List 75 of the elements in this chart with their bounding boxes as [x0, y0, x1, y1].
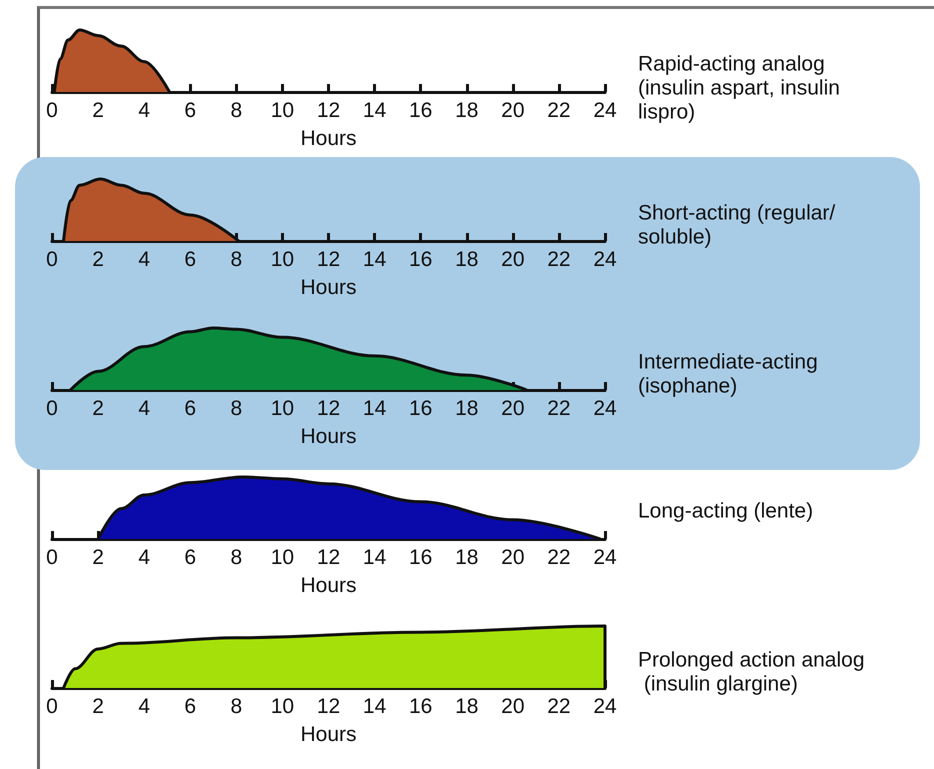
x-tick-label: 18	[455, 248, 478, 271]
text: Short-acting (regular/soluble)	[638, 202, 836, 248]
x-tick-label: 4	[138, 397, 150, 420]
x-axis-title: Hours	[300, 127, 357, 150]
x-tick-label: 2	[92, 99, 104, 122]
x-tick-label: 22	[547, 546, 571, 569]
x-tick-label: 2	[92, 695, 104, 718]
x-tick-label: 0	[46, 99, 58, 122]
x-tick-label: 2	[92, 546, 104, 569]
x-tick-label: 6	[184, 99, 196, 122]
x-tick-label: 8	[230, 248, 242, 271]
x-tick-label: 2	[92, 248, 104, 271]
x-tick-label: 14	[362, 248, 387, 271]
x-tick-label: 20	[501, 248, 525, 271]
x-tick-label: 14	[362, 397, 387, 420]
text: Prolonged action analog (insulin glargine)	[638, 648, 865, 696]
x-tick-label: 20	[501, 397, 525, 420]
x-tick-label: 14	[362, 695, 387, 718]
x-tick-label: 12	[316, 248, 340, 271]
x-tick-label: 22	[547, 695, 571, 718]
x-tick-label: 10	[270, 397, 294, 420]
x-tick-label: 16	[408, 99, 432, 122]
x-tick-label: 16	[408, 546, 432, 569]
x-tick-label: 12	[316, 99, 340, 122]
x-tick-label: 12	[316, 397, 340, 420]
x-tick-label: 6	[184, 695, 196, 718]
x-tick-label: 10	[270, 546, 294, 569]
x-tick-label: 10	[270, 248, 294, 271]
x-tick-label: 4	[138, 546, 150, 569]
x-tick-label: 18	[455, 546, 478, 569]
x-tick-label: 0	[46, 397, 58, 420]
x-tick-label: 8	[230, 546, 242, 569]
x-tick-label: 8	[230, 99, 242, 122]
x-tick-label: 0	[46, 248, 58, 271]
x-tick-label: 4	[138, 248, 150, 271]
x-tick-label: 22	[547, 397, 571, 420]
x-tick-label: 8	[230, 397, 242, 420]
text: Rapid-acting analog (insulin aspart, insulin lispro)	[638, 52, 846, 124]
x-tick-label: 6	[184, 248, 196, 271]
x-tick-label: 24	[593, 397, 617, 420]
x-tick-label: 24	[593, 695, 617, 718]
x-tick-label: 12	[316, 695, 340, 718]
x-tick-label: 22	[547, 248, 571, 271]
x-tick-label: 10	[270, 99, 294, 122]
text: Long-acting (lente)	[638, 500, 814, 522]
x-tick-label: 12	[316, 546, 340, 569]
x-tick-label: 20	[501, 546, 525, 569]
x-tick-label: 16	[408, 695, 432, 718]
x-axis-title: Hours	[300, 574, 357, 597]
x-axis-title: Hours	[300, 723, 357, 746]
x-tick-label: 8	[230, 695, 242, 718]
x-tick-label: 24	[593, 546, 617, 569]
x-tick-label: 0	[46, 546, 58, 569]
x-axis-title: Hours	[300, 425, 357, 448]
x-tick-label: 6	[184, 397, 196, 420]
x-tick-label: 16	[408, 397, 432, 420]
x-tick-label: 18	[455, 99, 478, 122]
x-axis-title: Hours	[300, 276, 357, 299]
x-tick-label: 14	[362, 99, 387, 122]
x-tick-label: 16	[408, 248, 432, 271]
x-tick-label: 20	[501, 695, 525, 718]
x-tick-label: 20	[501, 99, 525, 122]
x-tick-label: 2	[92, 397, 104, 420]
text: Intermediate-acting (isophane)	[638, 350, 824, 398]
x-tick-label: 10	[270, 695, 294, 718]
x-tick-label: 18	[455, 397, 478, 420]
x-tick-label: 22	[547, 99, 571, 122]
x-tick-label: 4	[138, 99, 150, 122]
x-tick-label: 14	[362, 546, 387, 569]
x-tick-label: 0	[46, 695, 58, 718]
x-tick-label: 4	[138, 695, 150, 718]
x-tick-label: 18	[455, 695, 478, 718]
x-tick-label: 6	[184, 546, 196, 569]
x-tick-label: 24	[593, 99, 617, 122]
x-tick-label: 24	[593, 248, 617, 271]
